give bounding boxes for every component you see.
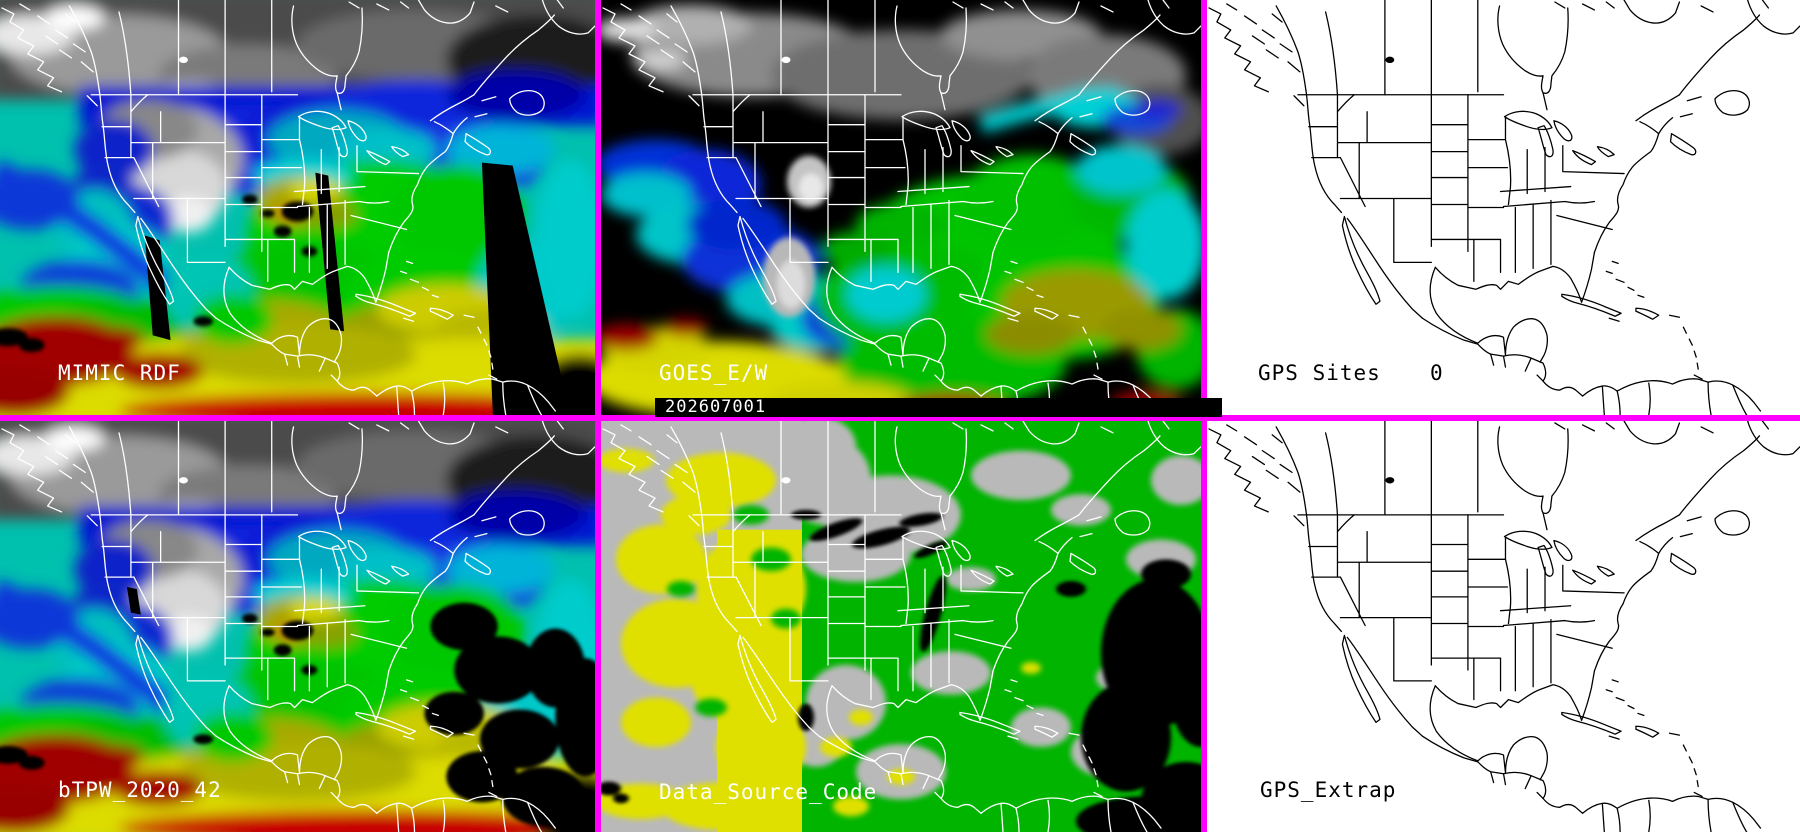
gps-extrap-map — [1207, 421, 1800, 832]
mimic-rdf-imagery — [0, 0, 595, 415]
gps-sites-count: 0 — [1430, 361, 1444, 385]
panel-goes-ew: GOES_E/W — [601, 0, 1201, 415]
panel-gps-sites: GPS Sites 0 — [1207, 0, 1800, 415]
panel-gps-extrap: GPS_Extrap — [1207, 421, 1800, 832]
panel-label-gps-sites: GPS Sites — [1258, 361, 1381, 385]
panel-label-data-source-code: Data_Source_Code — [659, 780, 878, 804]
gps-sites-map — [1207, 0, 1800, 415]
panel-btpw: bTPW_2020_42 — [0, 421, 595, 832]
panel-data-source-code: Data_Source_Code — [601, 421, 1201, 832]
data-gap-wedge-baja — [126, 586, 141, 615]
panel-mimic-rdf: MIMIC RDF — [0, 0, 595, 415]
timestamp-text: 202607001 — [665, 397, 767, 417]
timestamp-bar: 202607001 — [655, 398, 1222, 417]
data-gap-blobs — [424, 602, 595, 827]
panel-border-horizontal — [0, 415, 1800, 421]
panel-label-btpw: bTPW_2020_42 — [58, 778, 222, 802]
panel-label-mimic-rdf: MIMIC RDF — [58, 361, 181, 385]
goes-ew-imagery — [601, 0, 1201, 415]
data-gap-wedges — [144, 162, 571, 415]
btpw-imagery — [0, 421, 595, 832]
data-source-code-imagery — [601, 421, 1201, 832]
panel-label-goes-ew: GOES_E/W — [659, 361, 769, 385]
panel-label-gps-extrap: GPS_Extrap — [1260, 778, 1397, 802]
